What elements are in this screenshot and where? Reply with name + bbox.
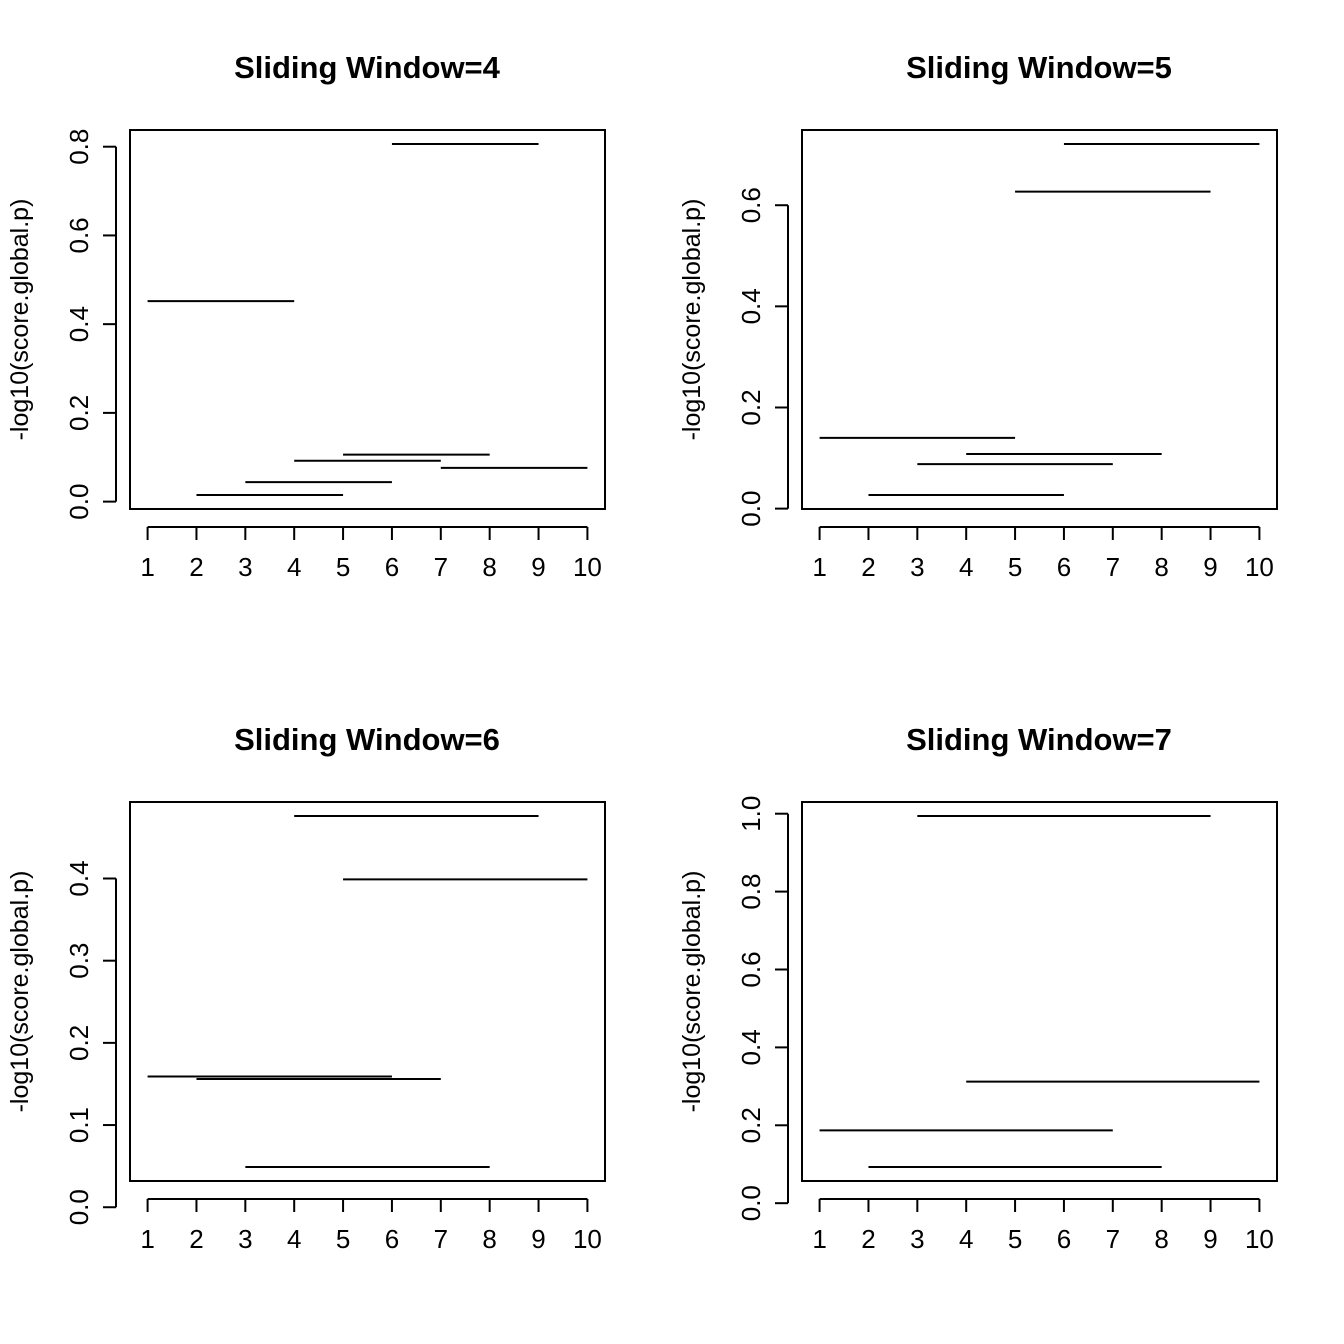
x-tick-label: 6 xyxy=(1057,552,1071,582)
x-tick-label: 2 xyxy=(861,552,875,582)
y-tick-label: 0.0 xyxy=(736,1185,766,1221)
y-tick-label: 0.4 xyxy=(736,1029,766,1065)
x-tick-label: 4 xyxy=(959,1224,973,1254)
x-tick-label: 4 xyxy=(287,552,301,582)
y-tick-label: 0.3 xyxy=(64,943,94,979)
x-tick-label: 1 xyxy=(812,1224,826,1254)
x-tick-label: 4 xyxy=(287,1224,301,1254)
x-tick-label: 7 xyxy=(434,1224,448,1254)
x-tick-label: 3 xyxy=(238,1224,252,1254)
x-tick-label: 10 xyxy=(1245,552,1274,582)
y-axis-label: -log10(score.global.p) xyxy=(678,871,706,1113)
y-tick-label: 0.0 xyxy=(736,491,766,527)
x-tick-label: 10 xyxy=(573,552,602,582)
x-tick-label: 6 xyxy=(385,552,399,582)
y-axis-label: -log10(score.global.p) xyxy=(6,871,34,1113)
x-tick-label: 4 xyxy=(959,552,973,582)
x-tick-label: 8 xyxy=(482,1224,496,1254)
y-tick-label: 0.8 xyxy=(64,129,94,165)
chart-title: Sliding Window=6 xyxy=(234,722,500,757)
y-axis-label: -log10(score.global.p) xyxy=(6,199,34,441)
x-tick-label: 1 xyxy=(140,1224,154,1254)
y-tick-label: 0.8 xyxy=(736,874,766,910)
chart-panel: Sliding Window=5 1 2 3 4 5 6 7 8 9 10 0.0 0.2 0.4 0.6-… xyxy=(678,50,1278,582)
chart-panel: Sliding Window=7 1 2 3 4 5 6 7 8 9 10 0.0 0.2 0.4 0.6 0… xyxy=(678,722,1278,1254)
x-tick-label: 3 xyxy=(238,552,252,582)
chart-panel: Sliding Window=4 1 2 3 4 5 6 7 8 9 10 0.0 0.2 0.4 0.6 0… xyxy=(6,50,606,582)
x-tick-label: 8 xyxy=(1154,552,1168,582)
y-tick-label: 0.2 xyxy=(736,389,766,425)
y-tick-label: 0.2 xyxy=(64,395,94,431)
y-tick-label: 1.0 xyxy=(736,796,766,832)
chart-title: Sliding Window=4 xyxy=(234,50,501,85)
y-tick-label: 0.4 xyxy=(64,306,94,342)
x-tick-label: 9 xyxy=(531,1224,545,1254)
x-tick-label: 10 xyxy=(1245,1224,1274,1254)
x-tick-label: 3 xyxy=(910,1224,924,1254)
y-tick-label: 0.0 xyxy=(64,1189,94,1225)
chart-title: Sliding Window=7 xyxy=(906,722,1172,757)
y-tick-label: 0.1 xyxy=(64,1107,94,1143)
x-tick-label: 2 xyxy=(189,1224,203,1254)
x-tick-label: 7 xyxy=(1106,1224,1120,1254)
x-tick-label: 7 xyxy=(434,552,448,582)
x-tick-label: 5 xyxy=(336,1224,350,1254)
x-tick-label: 5 xyxy=(1008,1224,1022,1254)
x-tick-label: 1 xyxy=(812,552,826,582)
y-tick-label: 0.4 xyxy=(64,860,94,896)
plot-frame xyxy=(801,801,1278,1182)
x-tick-label: 9 xyxy=(1203,552,1217,582)
x-tick-label: 2 xyxy=(861,1224,875,1254)
x-tick-label: 8 xyxy=(482,552,496,582)
y-tick-label: 0.6 xyxy=(64,217,94,253)
x-tick-label: 10 xyxy=(573,1224,602,1254)
x-tick-label: 6 xyxy=(385,1224,399,1254)
y-tick-label: 0.6 xyxy=(736,187,766,223)
plot-frame xyxy=(801,129,1278,510)
y-tick-label: 0.6 xyxy=(736,951,766,987)
y-tick-label: 0.0 xyxy=(64,484,94,520)
x-tick-label: 6 xyxy=(1057,1224,1071,1254)
x-tick-label: 7 xyxy=(1106,552,1120,582)
y-tick-label: 0.2 xyxy=(64,1025,94,1061)
y-axis-label: -log10(score.global.p) xyxy=(678,199,706,441)
plot-frame xyxy=(129,129,606,510)
x-tick-label: 9 xyxy=(1203,1224,1217,1254)
chart-title: Sliding Window=5 xyxy=(906,50,1172,85)
y-tick-label: 0.2 xyxy=(736,1107,766,1143)
chart-panel: Sliding Window=6 1 2 3 4 5 6 7 8 9 10 0.0 0.1 0.2 0.3 0… xyxy=(6,722,606,1254)
x-tick-label: 2 xyxy=(189,552,203,582)
x-tick-label: 5 xyxy=(336,552,350,582)
x-tick-label: 3 xyxy=(910,552,924,582)
x-tick-label: 5 xyxy=(1008,552,1022,582)
y-tick-label: 0.4 xyxy=(736,288,766,324)
x-tick-label: 9 xyxy=(531,552,545,582)
plot-frame xyxy=(129,801,606,1182)
x-tick-label: 8 xyxy=(1154,1224,1168,1254)
x-tick-label: 1 xyxy=(140,552,154,582)
